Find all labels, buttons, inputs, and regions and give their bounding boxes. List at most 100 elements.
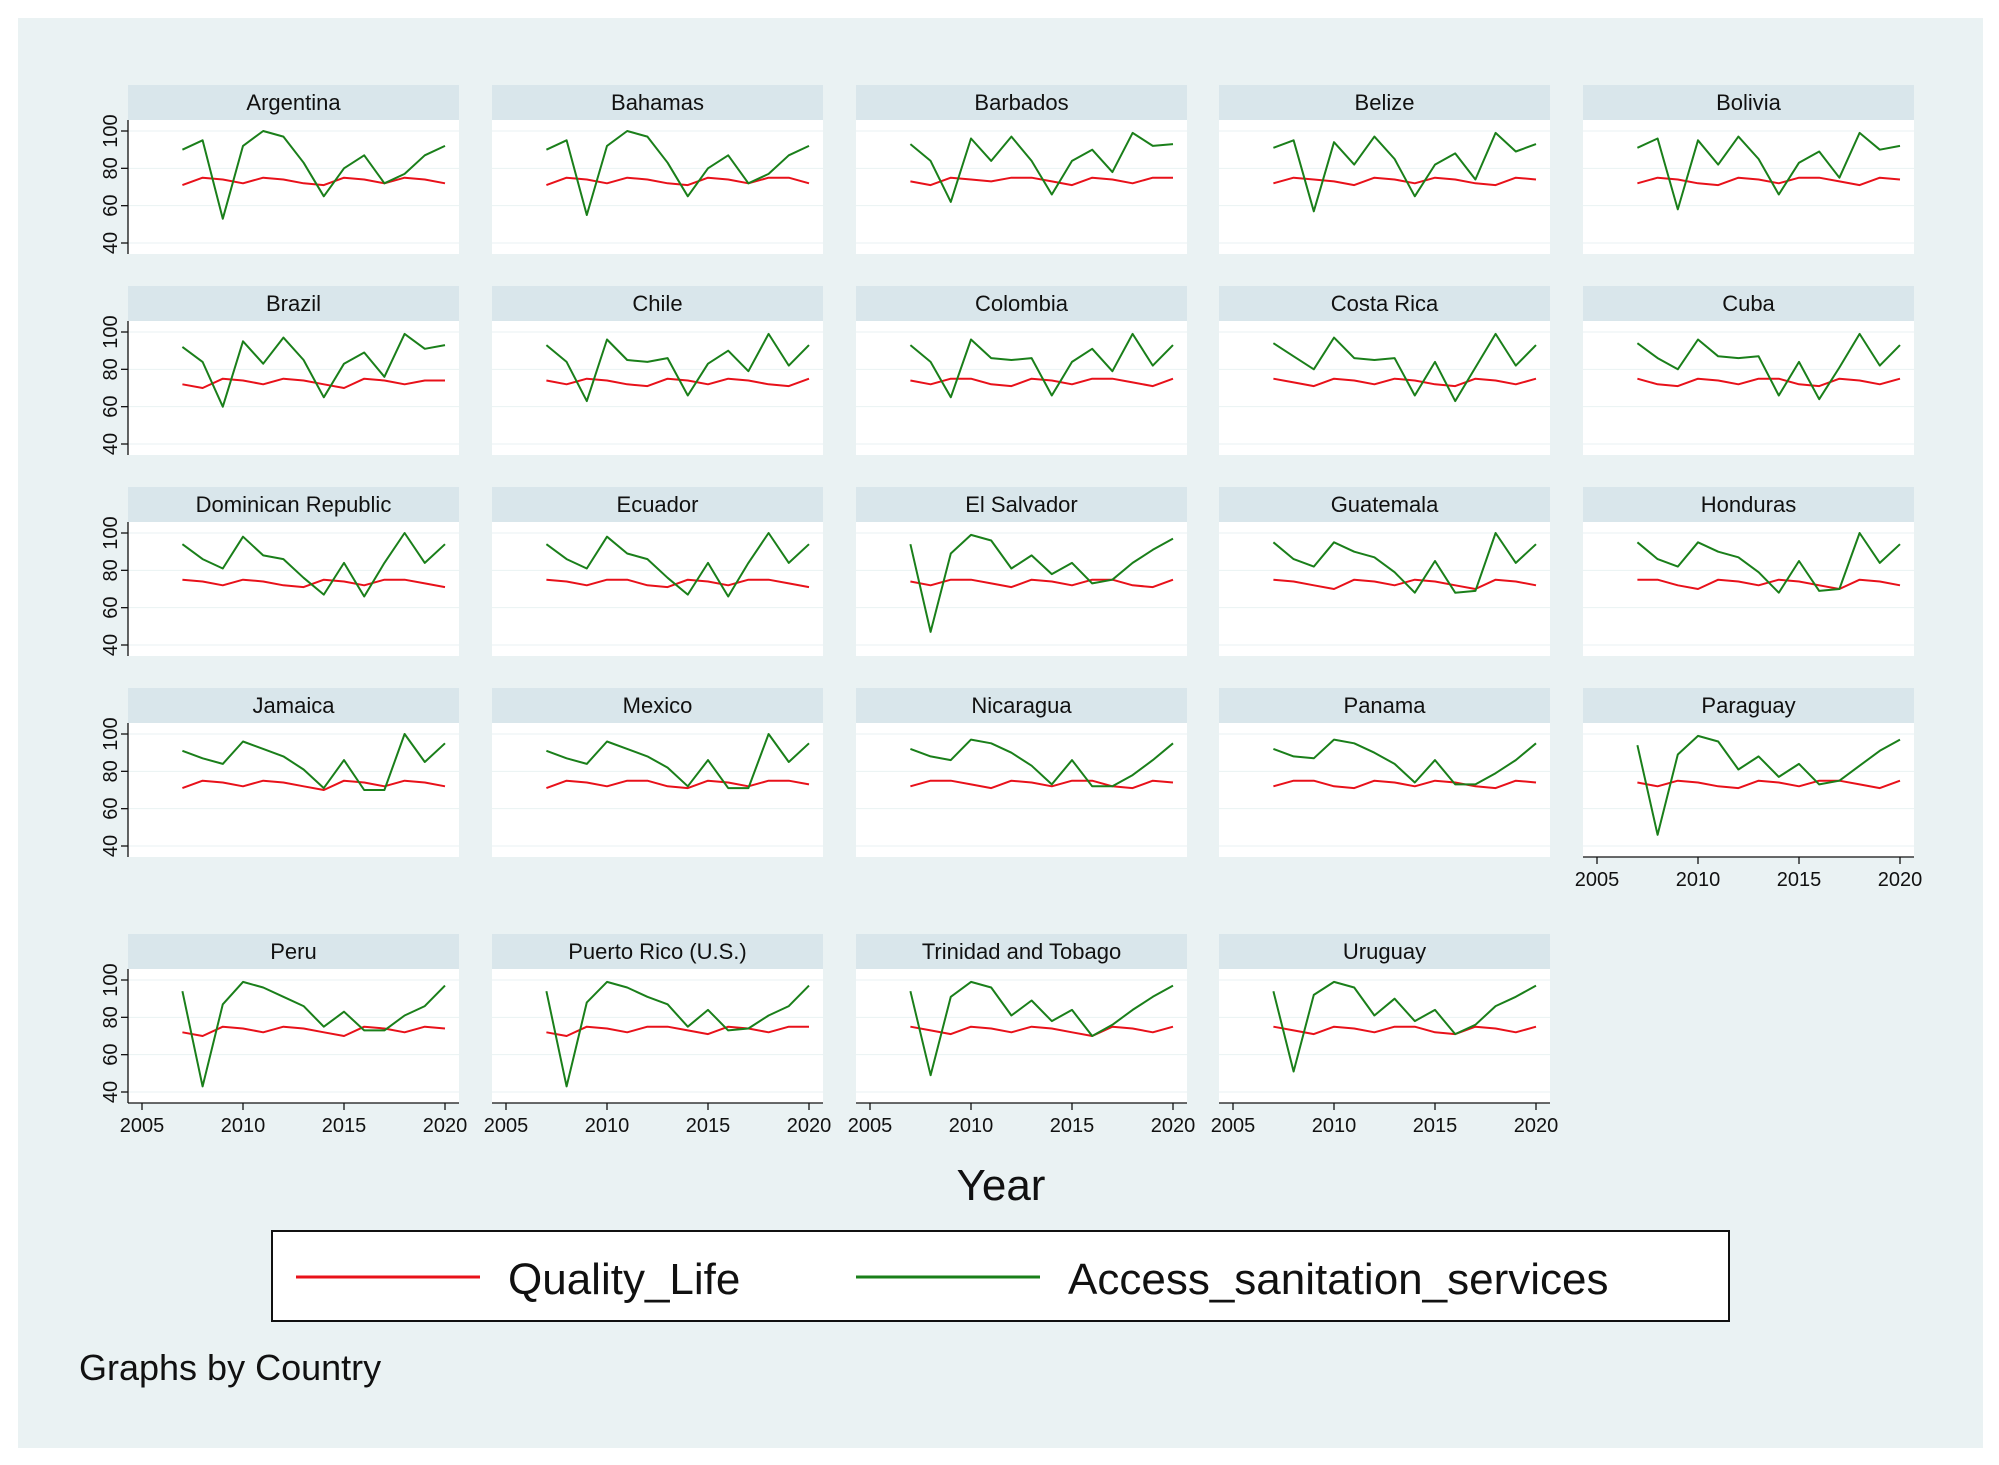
series-line-quality-life — [1273, 377, 1537, 388]
x-tick-label: 2020 — [1514, 1115, 1559, 1137]
series-line-quality-life — [910, 1025, 1174, 1037]
panel-strip — [1219, 934, 1550, 969]
plot-area — [1219, 723, 1550, 857]
plot-area — [856, 321, 1187, 455]
series-line-access-sanitation-services — [1636, 734, 1901, 836]
panel-brazil: Brazil 40 60 80 100 — [100, 286, 459, 455]
panel-title: Bahamas — [611, 90, 704, 115]
panel-strip — [1219, 487, 1550, 522]
series-line-quality-life — [182, 176, 446, 187]
panel-panama: Panama — [1219, 688, 1550, 857]
series-line-quality-life — [1637, 779, 1901, 790]
plot-area — [492, 723, 823, 857]
y-tick-label: 40 — [100, 433, 122, 455]
series-line-access-sanitation-services — [1273, 738, 1537, 786]
y-tick-label: 80 — [100, 760, 122, 782]
panel-strip — [128, 688, 459, 723]
series-line-quality-life — [546, 1025, 809, 1037]
panel-ecuador: Ecuador — [492, 487, 823, 656]
series-line-access-sanitation-services — [546, 733, 810, 790]
panel-title: El Salvador — [965, 492, 1078, 517]
panel-strip — [1583, 487, 1914, 522]
x-tick-label: 2015 — [1777, 869, 1822, 891]
panel-mexico: Mexico — [492, 688, 823, 857]
series-line-access-sanitation-services — [909, 980, 1174, 1077]
y-tick-label: 40 — [100, 1081, 122, 1103]
panel-strip — [128, 286, 459, 321]
series-line-quality-life — [546, 176, 810, 187]
y-tick-label: 60 — [100, 597, 122, 619]
y-tick-label: 100 — [100, 315, 122, 348]
series-line-quality-life — [1637, 377, 1901, 388]
series-line-quality-life — [1637, 176, 1901, 187]
panel-paraguay: Paraguay 2005 2010 2015 2020 — [1575, 688, 1923, 891]
series-line-quality-life — [1273, 1025, 1537, 1036]
y-tick-label: 60 — [100, 396, 122, 418]
panel-title: Barbados — [974, 90, 1068, 115]
plot-area — [128, 321, 459, 455]
panel-strip — [1219, 688, 1550, 723]
series-line-access-sanitation-services — [545, 130, 810, 216]
y-tick-label: 80 — [100, 358, 122, 380]
x-tick-label: 2010 — [1312, 1115, 1357, 1137]
panel-dominican-republic: Dominican Republic 40 60 80 100 — [100, 487, 459, 656]
x-tick-label: 2010 — [585, 1115, 630, 1137]
panel-colombia: Colombia — [856, 286, 1187, 455]
series-line-quality-life — [182, 779, 446, 791]
x-tick-label: 2015 — [686, 1115, 731, 1137]
panel-strip — [492, 487, 823, 522]
panel-puerto-rico-u-s: Puerto Rico (U.S.) 2005 2010 2015 2020 — [484, 934, 831, 1137]
panel-cuba: Cuba — [1583, 286, 1914, 455]
x-tick-label: 2010 — [221, 1115, 266, 1137]
panel-title: Belize — [1355, 90, 1415, 115]
y-tick-label: 80 — [100, 157, 122, 179]
panel-title: Guatemala — [1331, 492, 1439, 517]
panel-nicaragua: Nicaragua — [856, 688, 1187, 857]
series-line-access-sanitation-services — [909, 131, 1174, 203]
panel-strip — [492, 688, 823, 723]
plot-area — [856, 522, 1187, 656]
y-tick-label: 80 — [100, 1006, 122, 1028]
panel-strip — [1219, 85, 1550, 120]
plot-area — [1219, 120, 1550, 254]
panel-title: Brazil — [266, 291, 321, 316]
panel-chile: Chile — [492, 286, 823, 455]
series-line-access-sanitation-services — [1272, 332, 1537, 403]
series-line-quality-life — [546, 578, 810, 589]
panel-strip — [856, 487, 1187, 522]
series-line-access-sanitation-services — [1636, 332, 1901, 401]
panel-uruguay: Uruguay 2005 2010 2015 2020 — [1211, 934, 1559, 1137]
series-line-access-sanitation-services — [181, 980, 446, 1088]
plot-area — [856, 723, 1187, 857]
series-line-quality-life — [182, 578, 446, 589]
plot-area — [1219, 522, 1550, 656]
legend: Quality_Life Access_sanitation_services — [271, 1230, 1730, 1322]
series-line-access-sanitation-services — [545, 532, 810, 598]
y-tick-label: 100 — [100, 717, 122, 750]
panel-title: Argentina — [246, 90, 341, 115]
series-line-access-sanitation-services — [182, 733, 446, 791]
series-line-access-sanitation-services — [909, 332, 1174, 399]
series-line-quality-life — [546, 779, 810, 790]
series-line-access-sanitation-services — [909, 533, 1174, 633]
series-line-quality-life — [182, 377, 445, 389]
panel-honduras: Honduras — [1583, 487, 1914, 656]
y-tick-label: 40 — [100, 232, 122, 254]
panel-strip — [492, 934, 823, 969]
panel-guatemala: Guatemala — [1219, 487, 1550, 656]
graphs-by-note: Graphs by Country — [79, 1347, 381, 1388]
x-tick-label: 2020 — [1878, 869, 1923, 891]
panel-strip — [492, 286, 823, 321]
panel-title: Peru — [270, 939, 316, 964]
panel-title: Uruguay — [1343, 939, 1426, 964]
x-tick-label: 2010 — [1676, 869, 1721, 891]
panel-title: Honduras — [1701, 492, 1796, 517]
x-tick-label: 2005 — [1211, 1115, 1256, 1137]
series-line-access-sanitation-services — [1272, 532, 1537, 594]
panel-strip — [128, 487, 459, 522]
panel-strip — [856, 286, 1187, 321]
panel-argentina: Argentina 40 60 80 100 — [100, 85, 459, 254]
panel-title: Colombia — [975, 291, 1069, 316]
panel-title: Puerto Rico (U.S.) — [568, 939, 747, 964]
panel-title: Bolivia — [1716, 90, 1782, 115]
